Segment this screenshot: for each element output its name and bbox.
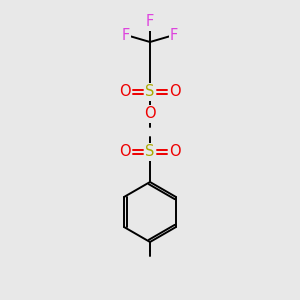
Text: F: F	[146, 14, 154, 29]
Text: O: O	[144, 106, 156, 122]
Text: O: O	[169, 145, 181, 160]
Text: F: F	[170, 28, 178, 43]
Text: S: S	[145, 145, 155, 160]
Text: F: F	[122, 28, 130, 43]
Text: O: O	[119, 85, 131, 100]
Text: S: S	[145, 85, 155, 100]
Text: O: O	[169, 85, 181, 100]
Text: O: O	[119, 145, 131, 160]
